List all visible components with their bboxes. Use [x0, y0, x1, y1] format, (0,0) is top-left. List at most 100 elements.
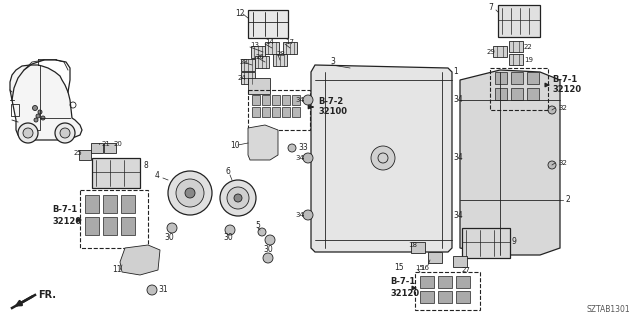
Bar — [415, 272, 480, 310]
Text: 13: 13 — [250, 42, 259, 48]
Circle shape — [227, 187, 249, 209]
Circle shape — [41, 116, 45, 120]
Bar — [511, 72, 523, 84]
Text: 6: 6 — [225, 167, 230, 177]
Text: 14: 14 — [265, 39, 274, 45]
Polygon shape — [460, 70, 560, 255]
Bar — [248, 10, 288, 38]
Circle shape — [167, 223, 177, 233]
Circle shape — [185, 188, 195, 198]
Text: 34: 34 — [295, 155, 304, 161]
Circle shape — [33, 106, 38, 110]
Circle shape — [60, 128, 70, 138]
Text: 12: 12 — [235, 10, 244, 19]
Bar — [462, 228, 510, 258]
Text: 29: 29 — [487, 49, 496, 55]
Circle shape — [303, 210, 313, 220]
Circle shape — [265, 235, 275, 245]
Bar — [79, 150, 91, 160]
Bar — [85, 217, 99, 235]
Circle shape — [258, 228, 266, 236]
Text: 4: 4 — [155, 171, 160, 180]
Text: 3: 3 — [330, 58, 335, 67]
Text: 17: 17 — [285, 39, 294, 45]
Bar — [252, 107, 260, 117]
Text: 20: 20 — [114, 141, 123, 147]
Text: 15: 15 — [394, 263, 404, 273]
Bar — [527, 72, 539, 84]
Text: 9: 9 — [512, 237, 517, 246]
Text: 32120: 32120 — [552, 85, 581, 94]
Polygon shape — [248, 125, 278, 160]
Text: 15: 15 — [415, 265, 424, 271]
Circle shape — [234, 194, 242, 202]
Circle shape — [34, 118, 38, 122]
Text: FR.: FR. — [38, 290, 56, 300]
Text: SZTAB1301: SZTAB1301 — [586, 305, 630, 314]
Circle shape — [38, 110, 42, 114]
Bar — [121, 195, 135, 213]
Bar — [121, 217, 135, 235]
Polygon shape — [10, 65, 82, 140]
Bar — [252, 95, 260, 105]
Polygon shape — [120, 245, 160, 275]
Circle shape — [288, 144, 296, 152]
Bar — [453, 256, 467, 267]
Bar — [420, 291, 434, 303]
Text: B-7-1: B-7-1 — [552, 76, 577, 84]
Bar — [282, 95, 290, 105]
Bar — [272, 107, 280, 117]
Bar — [272, 95, 280, 105]
Bar — [103, 217, 117, 235]
Text: 34: 34 — [453, 95, 463, 105]
Bar — [509, 54, 523, 65]
Bar — [91, 143, 103, 153]
Text: 30: 30 — [263, 245, 273, 254]
Bar — [92, 158, 140, 188]
Circle shape — [263, 253, 273, 263]
Circle shape — [18, 123, 38, 143]
Circle shape — [168, 171, 212, 215]
Bar — [283, 42, 297, 54]
Text: 10: 10 — [230, 140, 239, 149]
Text: 32: 32 — [558, 105, 567, 111]
Bar — [104, 143, 116, 153]
Text: 34: 34 — [453, 211, 463, 220]
Text: 34: 34 — [295, 212, 304, 218]
Circle shape — [303, 153, 313, 163]
Bar — [11, 104, 19, 116]
Bar — [85, 195, 99, 213]
Bar — [248, 78, 270, 94]
Text: 32: 32 — [558, 160, 567, 166]
Bar — [248, 90, 310, 130]
Text: 5: 5 — [255, 220, 260, 229]
Text: 1: 1 — [453, 68, 458, 76]
Text: 19: 19 — [524, 57, 533, 63]
Bar — [241, 59, 255, 71]
Bar — [456, 291, 470, 303]
Bar — [282, 107, 290, 117]
Text: 32100: 32100 — [318, 108, 347, 116]
Bar — [438, 276, 452, 288]
Bar — [411, 242, 425, 253]
Bar — [438, 291, 452, 303]
Circle shape — [176, 179, 204, 207]
Bar — [493, 46, 507, 57]
Text: B-7-1: B-7-1 — [52, 205, 77, 214]
Bar — [420, 276, 434, 288]
Bar — [495, 72, 507, 84]
Bar — [511, 88, 523, 100]
Circle shape — [303, 95, 313, 105]
Bar — [456, 276, 470, 288]
Bar — [498, 5, 540, 37]
Bar — [490, 68, 548, 110]
Bar — [495, 88, 507, 100]
Text: 16: 16 — [420, 265, 429, 271]
Circle shape — [147, 285, 157, 295]
Bar — [265, 42, 279, 54]
Text: 2: 2 — [565, 196, 570, 204]
Bar — [292, 95, 300, 105]
Bar — [103, 195, 117, 213]
Circle shape — [220, 180, 256, 216]
Text: 26: 26 — [256, 54, 265, 60]
